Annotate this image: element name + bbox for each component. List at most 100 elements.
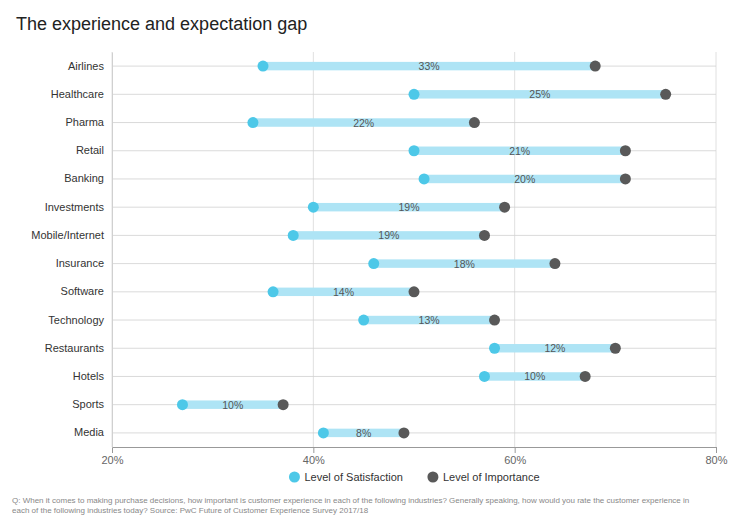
x-grid-line: [514, 52, 515, 447]
y-tick: Media: [74, 426, 112, 438]
dot: [580, 371, 591, 382]
legend-label: Level of Satisfaction: [304, 471, 402, 483]
y-tick-label: Restaurants: [45, 342, 105, 354]
dot: [409, 89, 420, 100]
gap-label: 20%: [514, 173, 535, 185]
gap-label: 18%: [454, 258, 475, 270]
x-grid-line: [313, 52, 314, 447]
data-labels: 33%25%22%21%20%19%19%18%14%13%12%10%10%8…: [222, 60, 565, 439]
y-tick-label: Mobile/Internet: [31, 229, 104, 241]
grid: [112, 52, 716, 447]
x-tick-label: 20%: [101, 454, 123, 466]
row-grid-line: [112, 348, 716, 349]
dot: [610, 343, 621, 354]
x-grid-line: [112, 52, 113, 447]
dot: [268, 286, 279, 297]
y-tick: Mobile/Internet: [31, 229, 112, 241]
x-grid-line: [716, 52, 717, 447]
dot: [620, 145, 631, 156]
dot: [409, 145, 420, 156]
y-tick: Banking: [64, 172, 112, 184]
gap-label: 13%: [419, 314, 440, 326]
dot: [258, 61, 269, 72]
y-tick-label: Software: [61, 285, 104, 297]
y-axis: Airlines Healthcare Pharma Retail Banking Inv…: [31, 53, 112, 448]
y-tick: Insurance: [56, 257, 112, 269]
x-tick-label: 40%: [303, 454, 325, 466]
legend-swatch: [427, 472, 438, 483]
y-tick: Healthcare: [51, 88, 112, 100]
dot: [398, 427, 409, 438]
y-tick-label: Sports: [72, 398, 104, 410]
y-tick: Software: [61, 285, 112, 297]
gap-label: 10%: [524, 370, 545, 382]
y-tick: Investments: [45, 201, 112, 213]
title: The experience and expectation gap: [16, 14, 307, 34]
row-grid-line: [112, 376, 716, 377]
y-tick-label: Pharma: [65, 116, 104, 128]
y-tick-label: Retail: [76, 144, 104, 156]
dot: [479, 230, 490, 241]
x-tick-label: 80%: [705, 454, 727, 466]
footnote-line: each of the following industries today? …: [12, 506, 369, 515]
dot: [288, 230, 299, 241]
x-tick: 80%: [705, 447, 727, 466]
gap-label: 8%: [356, 427, 371, 439]
x-tick-mark: [112, 447, 113, 453]
dot: [590, 61, 601, 72]
x-tick-mark: [515, 447, 516, 453]
dot: [247, 117, 258, 128]
y-tick-label: Media: [74, 426, 105, 438]
gap-label: 12%: [544, 342, 565, 354]
dot: [549, 258, 560, 269]
y-tick: Sports: [72, 398, 112, 410]
legend: Level of Satisfaction Level of Importance: [289, 471, 540, 483]
gap-label: 25%: [529, 88, 550, 100]
dot: [368, 258, 379, 269]
dot: [308, 202, 319, 213]
y-tick: Restaurants: [45, 342, 112, 354]
dot: [419, 173, 430, 184]
x-axis: 20% 40% 60% 80%: [101, 447, 727, 466]
footnote: Q: When it comes to making purchase deci…: [12, 496, 689, 515]
dot: [620, 173, 631, 184]
legend-item: Level of Importance: [427, 471, 539, 483]
x-tick: 20%: [101, 447, 123, 466]
x-tick-mark: [313, 447, 314, 453]
x-axis-line: [113, 448, 717, 454]
dot: [318, 427, 329, 438]
dot: [278, 399, 289, 410]
x-tick-mark: [716, 447, 717, 453]
legend-label: Level of Importance: [443, 471, 540, 483]
chart: The experience and expectation gap Q: Whe…: [0, 0, 750, 519]
dot: [358, 315, 369, 326]
y-tick: Retail: [76, 144, 112, 156]
gap-label: 21%: [509, 145, 530, 157]
dot: [499, 202, 510, 213]
y-tick: Airlines: [68, 60, 112, 72]
plot: 20% 40% 60% 80% Airlines Healthcare Pharma Reta…: [31, 52, 727, 466]
y-tick-label: Healthcare: [51, 88, 104, 100]
marks: [177, 61, 671, 439]
y-tick-label: Technology: [48, 314, 104, 326]
gap-label: 19%: [378, 229, 399, 241]
gap-label: 33%: [419, 60, 440, 72]
dot: [469, 117, 480, 128]
x-tick-label: 60%: [504, 454, 526, 466]
dot: [489, 343, 500, 354]
y-tick-label: Hotels: [73, 370, 105, 382]
y-tick-label: Airlines: [68, 60, 105, 72]
y-tick-label: Banking: [64, 172, 104, 184]
y-tick-label: Insurance: [56, 257, 104, 269]
row-grid-line: [112, 432, 716, 433]
dot: [409, 286, 420, 297]
y-tick: Hotels: [73, 370, 112, 382]
legend-swatch: [289, 472, 300, 483]
dot: [479, 371, 490, 382]
footnote-line: Q: When it comes to making purchase deci…: [12, 496, 689, 505]
y-tick-label: Investments: [45, 201, 105, 213]
x-tick: 60%: [504, 447, 526, 466]
gap-label: 10%: [222, 399, 243, 411]
y-tick: Pharma: [65, 116, 112, 128]
dot: [177, 399, 188, 410]
